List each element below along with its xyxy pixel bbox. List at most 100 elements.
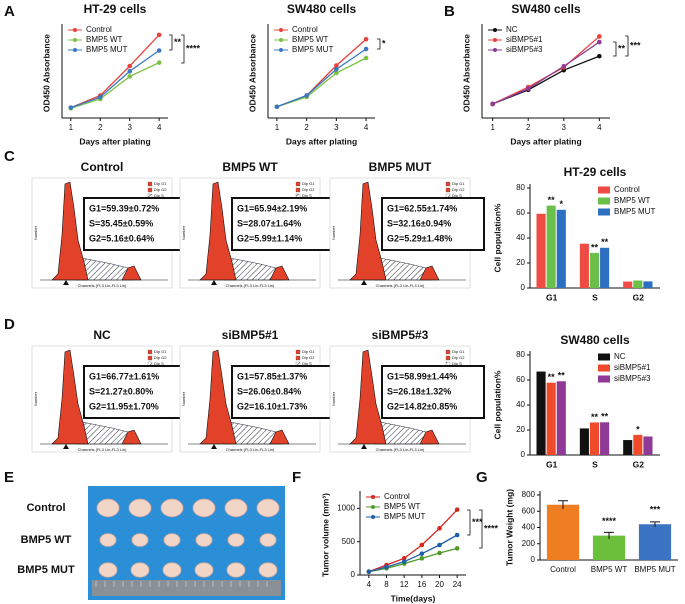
y-tick-label: 600 [522,506,536,515]
legend-label: BMP5 MUT [292,45,333,54]
stats-line: G2=5.99±1.14% [237,233,302,243]
y-tick-label: 500 [342,537,356,546]
bar [589,422,600,455]
legend-marker [279,38,283,42]
series-line [368,547,458,573]
bracket [479,509,483,549]
legend-label: siBMP5#1 [506,35,543,44]
data-point [334,66,339,72]
flow-x-label: Channels (FL3 Lin-FL3 Lin) [226,447,275,452]
x-tick-label: 24 [453,580,462,589]
annotation: ** [618,43,626,53]
tumor [162,562,182,578]
data-point [490,101,495,107]
legend-label: siBMP5#3 [506,45,543,54]
flow-legend-label: Dip S [302,361,312,366]
flow-marker [63,444,69,449]
x-axis-label: Days after plating [79,136,150,146]
flow-legend-label: Dip G1 [452,181,465,186]
flow-legend-swatch [445,187,451,193]
tumor [226,562,246,578]
x-tick-label: G1 [546,459,558,469]
annotation: **** [484,523,499,533]
x-tick-label: BMP5 WT [591,565,628,574]
flow-g1-peak [199,181,237,281]
panel-label: A [4,3,15,20]
bracket [377,38,381,50]
bar [600,247,610,288]
error-bar [650,521,660,527]
bar [589,252,600,288]
x-tick-label: 2 [304,123,309,132]
flow-legend-swatch [295,355,301,361]
y-axis-label: Tumor Weight (mg) [504,489,514,566]
legend-label: Control [86,25,112,34]
bracket [625,35,629,57]
flow-legend-swatch [147,187,153,193]
data-point [401,556,407,561]
data-point [366,569,372,574]
tumor [192,498,216,518]
row-label: Control [26,502,65,514]
data-point [597,34,602,39]
data-point [68,105,74,110]
error-bar [558,500,568,509]
y-tick-label: 200 [522,539,536,548]
y-tick-label: 800 [522,490,536,499]
flow-legend-swatch [147,355,153,361]
y-tick-label: 60 [516,375,525,384]
x-tick-label: S [592,292,598,302]
chart-title: SW480 cells [511,2,581,16]
tumor [258,562,278,578]
x-tick-label: 1 [69,123,74,132]
legend-swatch [598,364,610,372]
series-line [276,48,367,108]
panel-label: E [4,469,14,486]
bar [579,428,589,455]
bar [633,434,643,455]
flow-g1-peak [199,349,237,445]
flow-legend-label: Dip G2 [154,355,167,360]
flow-g1-peak [349,181,387,281]
x-tick-label: Control [550,565,576,574]
data-point [363,36,369,42]
legend-marker [493,28,497,32]
data-point [401,559,407,564]
bar [600,422,610,455]
flow-marker [211,444,217,449]
legend-swatch [598,353,610,361]
chart-title: SW480 cells [560,333,630,347]
y-tick-label: 1000 [337,503,355,512]
flow-legend-swatch [295,187,301,193]
x-axis-label: Days after plating [286,136,357,146]
chart-title: HT-29 cells [564,165,627,179]
x-tick-label: 1 [275,123,280,132]
y-axis-label: OD450 Absorbance [247,34,257,112]
x-tick-label: G2 [633,459,645,469]
legend-label: Control [614,185,640,194]
tumor [128,498,152,518]
flow-marker [211,280,217,285]
stats-line: G2=11.95±1.70% [89,401,159,411]
bracket [467,509,471,536]
legend-label: NC [614,352,626,361]
legend-swatch [598,197,610,205]
flow-x-label: Channels (FL3 Lin-FL3 Lin) [226,283,275,288]
annotation: * [382,38,386,48]
legend-swatch [598,208,610,216]
data-point [597,53,602,59]
flow-y-label: Number [331,391,336,406]
x-tick-label: 4 [364,123,369,132]
data-point [156,48,162,53]
legend-label: NC [506,25,518,34]
y-tick-label: 20 [516,258,525,267]
legend-swatch [598,375,610,383]
y-tick-label: 80 [516,350,525,359]
bar [592,535,626,560]
bar [536,371,546,455]
flow-legend-label: Dip G2 [452,355,465,360]
flow-g1-peak [51,181,89,281]
bar [643,436,653,455]
data-point [127,74,133,79]
flow-legend-label: Dip G1 [302,349,315,354]
